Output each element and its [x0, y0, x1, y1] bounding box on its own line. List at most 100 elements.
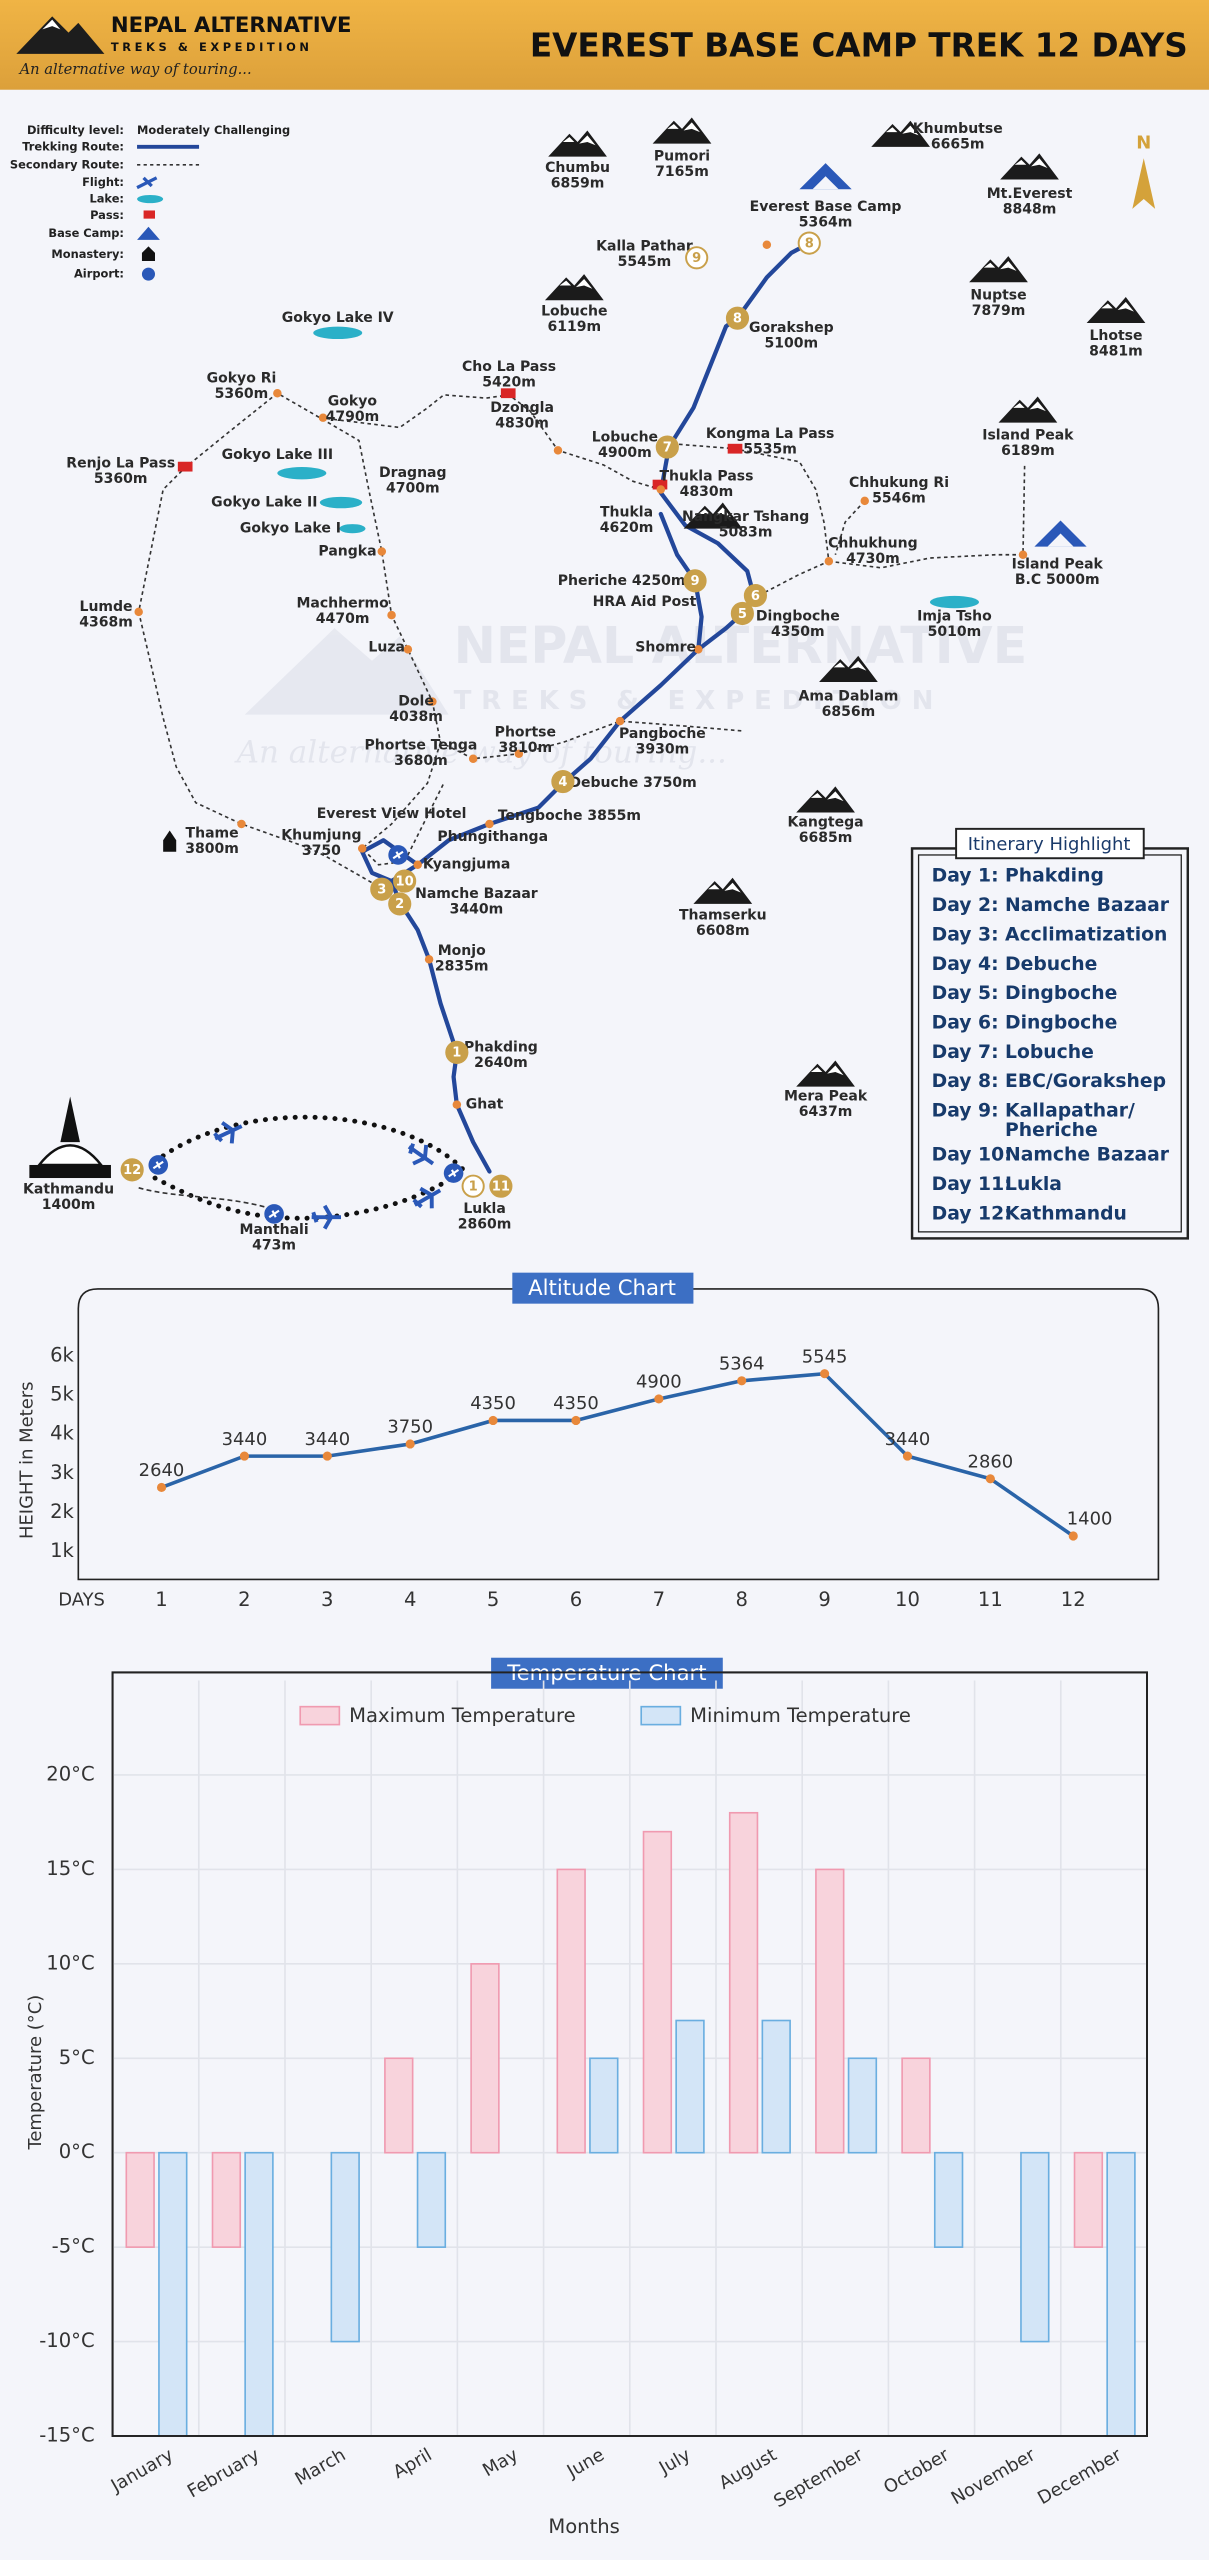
legend-label: Flight:: [82, 175, 124, 189]
bar: [589, 2057, 619, 2154]
place-elevation: 5360m: [215, 386, 269, 402]
day-marker-label: 10: [396, 874, 414, 889]
compass-label: N: [1136, 133, 1151, 154]
legend-label: Lake:: [89, 192, 124, 206]
day-marker: [370, 877, 394, 901]
place-elevation: 2835m: [435, 959, 489, 975]
itinerary-day: Day 7:: [932, 1042, 999, 1063]
altitude-point: [820, 1369, 830, 1379]
trekking-route: [389, 239, 815, 1174]
place-name: HRA Aid Post: [593, 594, 697, 610]
place-dot: [656, 485, 666, 494]
x-tick-label: 12: [1061, 1588, 1086, 1611]
legend-label: Pass:: [90, 208, 124, 222]
day-marker: [683, 569, 707, 593]
day-marker: [120, 1158, 144, 1182]
secondary-route: [672, 442, 830, 597]
itinerary-stop: Acclimatization: [1005, 924, 1167, 945]
place-elevation: 3750: [302, 843, 341, 859]
data-label: 3440: [222, 1429, 268, 1450]
altitude-point: [902, 1451, 913, 1461]
bar: [901, 2057, 931, 2154]
place-dot: [273, 388, 282, 398]
watermark-brand: NEPAL ALTERNATIVE: [454, 616, 1028, 675]
plane: [311, 1204, 341, 1230]
place-dot: [485, 819, 494, 829]
bar: [675, 2019, 705, 2154]
place-name: Phakding: [464, 1039, 538, 1055]
itinerary-stop: Dingboche: [1005, 983, 1117, 1004]
day-marker-label: 8: [733, 311, 742, 326]
bar: [244, 2151, 274, 2437]
data-label: 2640: [139, 1460, 185, 1481]
itinerary-day: Day 3:: [932, 924, 999, 945]
watermark-sub: TREKS & EXPEDITION: [454, 686, 944, 716]
place-dot: [468, 754, 478, 763]
x-tick-label: 9: [818, 1588, 830, 1611]
legend-symbol: [143, 210, 155, 219]
peak-name: Nangkar Tshang: [682, 509, 809, 525]
bar: [847, 2057, 878, 2154]
bar: [642, 1830, 673, 2154]
tagline: An alternative way of touring...: [18, 61, 252, 78]
x-tick-label: 11: [978, 1588, 1003, 1611]
x-tick-label: 4: [404, 1588, 416, 1611]
bar: [416, 2151, 447, 2248]
plane: [412, 1186, 442, 1209]
place-dot: [514, 749, 524, 759]
bar: [330, 2151, 360, 2343]
peak-name: Mt.Everest: [987, 186, 1073, 202]
data-label: 4350: [470, 1393, 516, 1414]
place-name: Lumde: [80, 599, 133, 615]
x-tick-label: 7: [653, 1588, 665, 1611]
place-dot: [452, 1100, 462, 1109]
peak-elevation: 6859m: [551, 176, 605, 192]
brand-sub: TREKS & EXPEDITION: [111, 40, 313, 54]
legend-value: Moderately Challenging: [137, 123, 290, 137]
day-marker: [445, 1040, 469, 1064]
x-axis-label: Months: [548, 2515, 620, 2538]
peak-name: Lobuche: [541, 304, 607, 320]
y-tick-label: 4k: [50, 1422, 74, 1445]
peak-elevation: 7165m: [655, 164, 709, 180]
place-name: Gokyo Lake III: [222, 447, 333, 463]
day-marker: [388, 892, 412, 916]
place-name: Gokyo Ri: [207, 371, 277, 387]
altitude-line: [160, 1371, 1075, 1538]
base-camp-name: Everest Base Camp: [750, 199, 902, 215]
place-elevation: 5546m: [872, 490, 926, 506]
place-dot: [762, 240, 772, 249]
secondary-route: [137, 392, 743, 890]
y-tick-label: 2k: [50, 1500, 74, 1523]
peak-icon: [683, 502, 743, 529]
peak-elevation: 6437m: [799, 1104, 853, 1120]
day-marker: [393, 869, 417, 893]
legend-label: Trekking Route:: [22, 139, 124, 153]
place-name: Phungithanga: [437, 829, 548, 845]
header-band: [0, 0, 1209, 90]
place-elevation: 3930m: [636, 742, 690, 758]
altitude-point: [405, 1439, 415, 1449]
day-marker-label: 3: [377, 883, 386, 898]
peak-elevation: 5083m: [719, 525, 773, 541]
kathmandu-stupa: [29, 1096, 111, 1179]
bar: [728, 1811, 759, 2154]
place-name: Gokyo Lake I: [240, 521, 341, 537]
place-elevation: 4368m: [79, 614, 133, 630]
itinerary-stop: Namche Bazaar: [1005, 895, 1170, 916]
secondary-route: [828, 464, 1026, 569]
place-name: Dingboche: [756, 609, 840, 625]
place-name: Phortse: [495, 725, 556, 741]
place-name: Kongma La Pass: [706, 426, 835, 442]
place-name: Gokyo Lake II: [211, 495, 317, 511]
peak-elevation: 8481m: [1089, 344, 1143, 360]
x-axis-label: DAYS: [58, 1590, 105, 1611]
legend-label: Maximum Temperature: [349, 1704, 576, 1727]
place-name: Lukla: [463, 1201, 505, 1217]
place-name: Gokyo: [328, 393, 378, 409]
watermark: NEPAL ALTERNATIVE TREKS & EXPEDITION An …: [234, 616, 1028, 770]
brand: NEPAL ALTERNATIVE: [111, 13, 352, 38]
peak-name: Kangtega: [788, 814, 864, 830]
compass-arrow: [1132, 158, 1156, 209]
bar: [556, 1868, 586, 2154]
